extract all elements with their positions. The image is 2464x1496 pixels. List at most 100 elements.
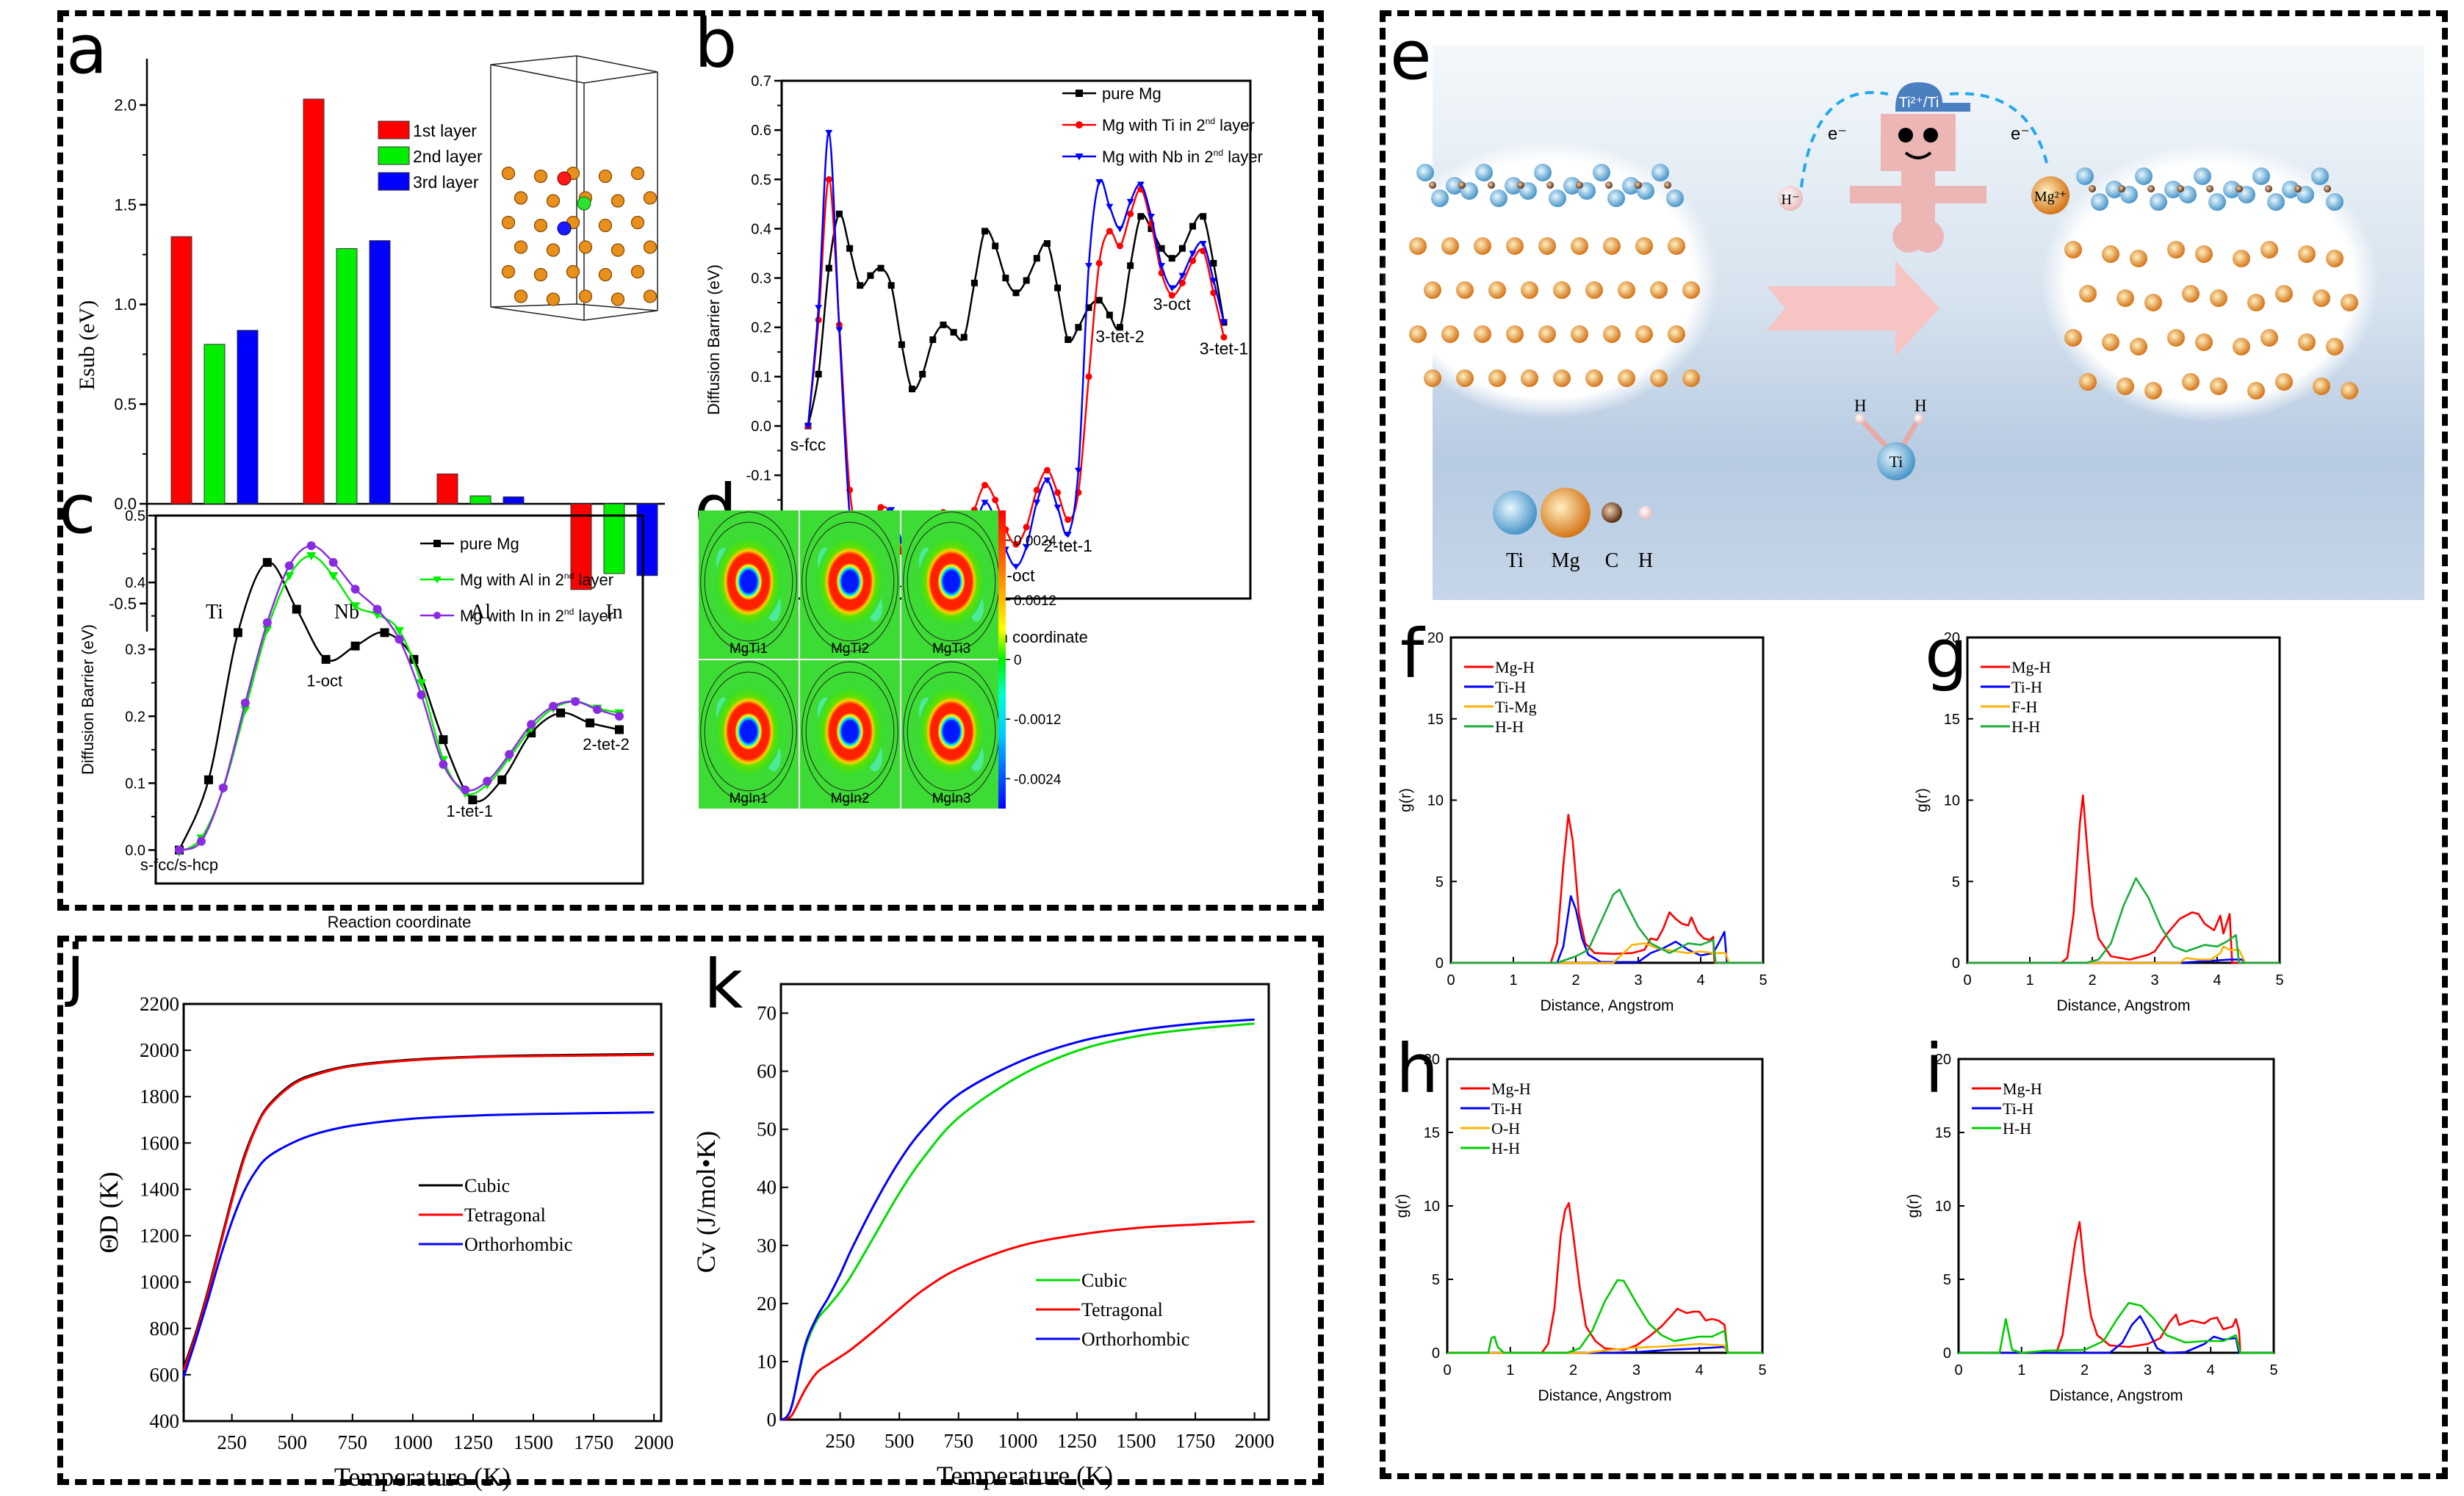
inset-mg-atom [610, 243, 625, 257]
data-point-square [1178, 245, 1186, 252]
map-core [918, 687, 984, 776]
y-tick-label: 10 [1427, 793, 1444, 809]
c-atom [2089, 185, 2096, 192]
y-tick-label: 0.1 [125, 776, 145, 792]
x-tick-label: 3 [2150, 972, 2158, 989]
bar-Nb-2 [336, 247, 358, 505]
y-tick-label: 0.0 [125, 842, 145, 859]
panel-label-k: k [704, 945, 743, 1024]
data-point-triangle [1106, 203, 1114, 211]
y-tick-label: 1.0 [114, 295, 137, 314]
inset-layer3-dopant [557, 221, 572, 236]
ti-atom [1505, 177, 1522, 195]
data-point-circle [549, 701, 558, 711]
x-tick-label: 250 [217, 1431, 247, 1453]
ti-atom [1607, 189, 1625, 207]
x-tick-label: 0 [1963, 972, 1971, 989]
y-tick-label: 0 [1432, 1345, 1440, 1362]
x-tick-label: 5 [2275, 972, 2283, 989]
data-point-circle [1117, 242, 1123, 250]
ti-atom [2311, 167, 2329, 185]
data-point-circle [981, 482, 989, 489]
ti-atom [2164, 181, 2182, 198]
mg-atom [2261, 241, 2278, 259]
map-contour [704, 671, 793, 792]
inset-mg-atom [630, 264, 645, 279]
data-point-square [468, 795, 478, 805]
robot-eye [1923, 128, 1938, 142]
map-contour [700, 511, 797, 652]
rdf-series-Mg-H [1447, 1202, 1762, 1354]
ti-atom [2282, 181, 2299, 198]
legend-atom-label: H [1638, 549, 1653, 572]
legend-label: Ti-H [2011, 678, 2042, 696]
ti-atom [1622, 177, 1640, 195]
y-tick-label: 5 [1435, 874, 1444, 890]
mg-atom [1668, 237, 1685, 255]
data-point-triangle [328, 572, 339, 581]
data-point-square [1012, 289, 1020, 297]
data-point-triangle [1043, 477, 1051, 484]
data-point-square [846, 245, 854, 252]
mg-atom [2195, 333, 2213, 351]
mg-atom [1521, 281, 1538, 299]
inset-layer2-dopant [577, 196, 591, 211]
c-atom [2294, 185, 2302, 192]
y-tick-label: 1000 [140, 1271, 179, 1293]
inset-mg-atom [546, 292, 561, 306]
c-atom [2177, 185, 2184, 192]
y-tick-label: 1200 [140, 1225, 179, 1247]
electron-label-right: e⁻ [2011, 124, 2030, 144]
data-point-triangle [1053, 505, 1062, 511]
map-label: MgIn3 [932, 791, 971, 806]
density-map-MgIn3: MgIn3 [901, 660, 1001, 809]
bar-Al-2 [469, 495, 491, 505]
plot-frame [154, 514, 644, 885]
ti-atom [1593, 164, 1610, 181]
x-tick-label: 3 [2144, 1362, 2152, 1378]
c-atom [1546, 181, 1554, 189]
plot-frame [780, 79, 1252, 600]
inset-mg-atom [598, 267, 613, 282]
point-annotation: 2-tet-2 [583, 735, 630, 754]
ti-atom [2076, 167, 2094, 185]
x-tick-label: 1 [1509, 972, 1517, 989]
data-point-triangle [433, 577, 442, 584]
y-tick-label: 600 [150, 1364, 180, 1386]
mg-atom [2298, 333, 2316, 351]
x-tick-label: 1500 [514, 1431, 553, 1453]
inset-supercell [490, 55, 658, 321]
x-tick-label: 1 [2017, 1362, 2025, 1378]
colorbar-tick-label: 0 [1014, 653, 1022, 668]
mg-atom [2102, 333, 2119, 351]
data-point-triangle [1085, 263, 1092, 270]
x-tick-label: 4 [2213, 972, 2221, 989]
y-tick-label: 2.0 [114, 96, 137, 115]
mg-atom [1424, 369, 1441, 387]
data-point-square [233, 628, 242, 637]
y-axis-title: Cv (J/mol•K) [691, 1131, 721, 1273]
data-point-square [203, 775, 213, 784]
rdf-series-F-H [1967, 945, 2280, 964]
data-point-circle [1210, 289, 1217, 297]
data-point-square [919, 371, 926, 377]
rdf-series-Mg-H [1967, 794, 2280, 964]
legend-label: Ti-Mg [1495, 698, 1537, 716]
map-contour [907, 671, 996, 792]
y-axis-title: Esub (eV) [75, 300, 99, 390]
legend-label: F-H [2011, 698, 2038, 716]
x-tick-label: 3 [1632, 1362, 1640, 1378]
panel-label-b: b [694, 4, 738, 83]
y-tick-label: 1800 [140, 1085, 179, 1107]
x-tick-label: 750 [943, 1430, 973, 1452]
y-tick-label: 20 [1944, 630, 1960, 646]
hydride-ion [1778, 186, 1803, 211]
ti-atom [1666, 189, 1684, 207]
x-tick-label: 2 [1571, 972, 1579, 989]
process-arrow [1767, 261, 1939, 356]
frame-panels-efghi [1380, 10, 2448, 1479]
inset-mg-atom [610, 194, 625, 208]
